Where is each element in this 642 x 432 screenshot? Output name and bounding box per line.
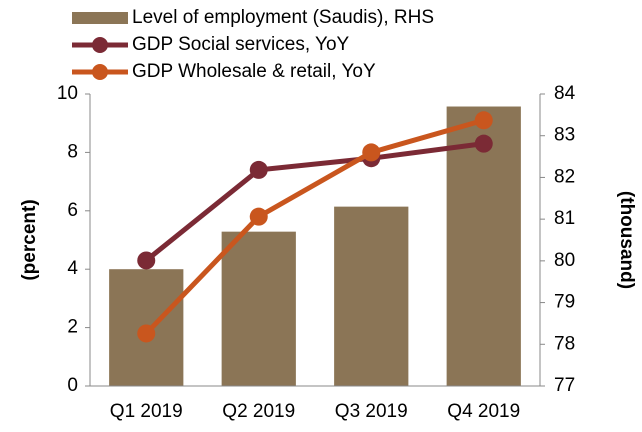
bar: [446, 106, 521, 386]
legend-label: GDP Wholesale & retail, YoY: [132, 61, 376, 82]
y-tick-label: 10: [57, 83, 78, 104]
bar: [334, 206, 409, 386]
y2-tick-label: 78: [554, 333, 575, 354]
y2-tick-label: 80: [554, 250, 575, 271]
y-tick-label: 2: [67, 317, 78, 338]
y-tick-label: 6: [67, 200, 78, 221]
point: [474, 134, 493, 153]
point: [362, 143, 381, 162]
y-tick-label: 8: [67, 141, 78, 162]
legend-marker: [92, 37, 108, 53]
point: [137, 324, 156, 343]
y2-tick-label: 77: [554, 375, 575, 396]
y-axis-label: (percent): [19, 199, 40, 280]
y-tick-label: 4: [67, 258, 78, 279]
x-tick-label: Q4 2019: [447, 401, 520, 422]
y2-axis-label: (thousand): [616, 191, 637, 289]
y-tick-label: 0: [67, 375, 78, 396]
x-tick-label: Q3 2019: [335, 401, 408, 422]
point: [249, 207, 268, 226]
y2-tick-label: 84: [554, 83, 576, 104]
legend-label: Level of employment (Saudis), RHS: [132, 7, 434, 28]
y2-tick-label: 83: [554, 125, 575, 146]
line: [144, 117, 485, 336]
y2-tick-label: 82: [554, 166, 575, 187]
x-tick-label: Q1 2019: [110, 401, 183, 422]
bar: [221, 231, 296, 386]
y2-tick-label: 79: [554, 292, 575, 313]
y2-tick-label: 81: [554, 208, 575, 229]
legend-swatch: [72, 12, 128, 24]
point: [474, 111, 493, 130]
line: [144, 141, 485, 263]
legend-marker: [92, 64, 108, 80]
legend-label: GDP Social services, YoY: [132, 34, 350, 55]
x-tick-label: Q2 2019: [222, 401, 295, 422]
point: [249, 160, 268, 179]
point: [137, 251, 156, 270]
